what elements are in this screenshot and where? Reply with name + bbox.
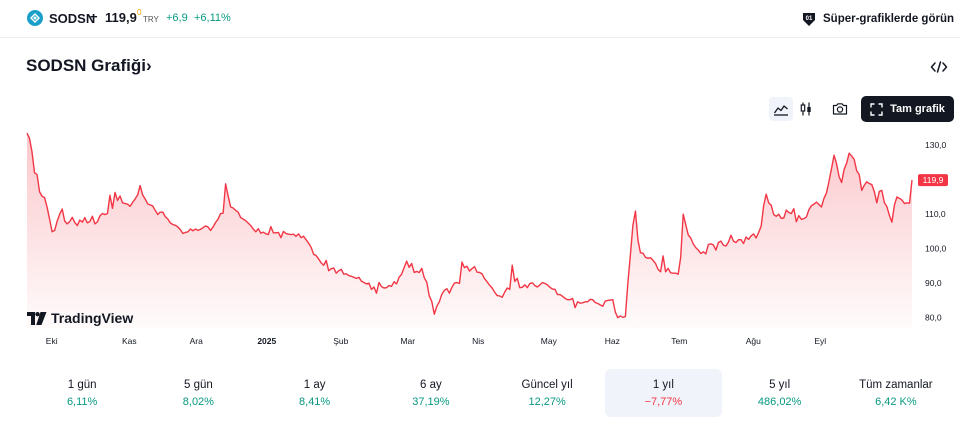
period-change: 486,02%	[757, 395, 802, 408]
area-chart-icon	[773, 105, 788, 116]
period-label: Güncel yıl	[521, 378, 573, 391]
period-label: 1 ay	[303, 378, 326, 391]
full-chart-label: Tam grafik	[890, 103, 945, 115]
period-button[interactable]: 5 yıl 486,02%	[722, 369, 838, 417]
super-charts-button[interactable]: 01 Süper-grafiklerde görün	[801, 9, 954, 29]
period-button[interactable]: Güncel yıl 12,27%	[489, 369, 605, 417]
x-tick-label: Nis	[472, 336, 484, 346]
candlestick-icon	[800, 102, 811, 116]
period-change: −7,77%	[644, 395, 683, 408]
x-tick-label: Ağu	[746, 336, 761, 346]
x-tick-label: Tem	[671, 336, 687, 346]
candles-button[interactable]	[794, 97, 818, 121]
period-button[interactable]: 1 ay 8,41%	[257, 369, 373, 417]
period-label: 5 gün	[183, 378, 213, 391]
fullscreen-icon	[870, 102, 883, 116]
symbol-separator: −	[90, 9, 98, 24]
y-tick-label: 80,0	[925, 313, 942, 323]
period-label: Tüm zamanlar	[859, 378, 933, 391]
y-tick-label: 100,0	[925, 244, 947, 254]
period-label: 5 yıl	[769, 378, 791, 391]
period-change: 37,19%	[412, 395, 450, 408]
last-price-label: 119,9	[923, 175, 944, 185]
price-currency: TRY	[143, 15, 159, 24]
period-label: 1 gün	[67, 378, 97, 391]
full-chart-button[interactable]: Tam grafik	[861, 96, 954, 122]
price-area-fill	[27, 133, 912, 328]
period-change: 8,41%	[299, 395, 331, 408]
period-label: 6 ay	[420, 378, 442, 391]
period-button[interactable]: 1 gün 6,11%	[24, 369, 140, 417]
price-chart[interactable]: 130,0 110,0 100,0 90,0 80,0 Eki Kas Ara 2025 Şub…	[0, 128, 960, 350]
x-tick-label: Kas	[122, 336, 137, 346]
period-change: 12,27%	[528, 395, 566, 408]
period-button[interactable]: Tüm zamanlar 6,42 K%	[838, 369, 954, 417]
area-chart-button[interactable]	[769, 97, 793, 121]
tradingview-logo-icon	[27, 311, 47, 325]
symbol-header: SODSN − 119,9 0 TRY +6,9 +6,11% 01 Süper…	[0, 0, 960, 38]
period-change: 6,11%	[66, 395, 98, 408]
y-tick-label: 110,0	[925, 209, 946, 219]
price-line	[26, 132, 913, 319]
tradingview-logo-text: TradingView	[51, 310, 134, 326]
x-tick-label: 2025	[257, 336, 276, 346]
x-tick-label: Mar	[400, 336, 415, 346]
x-tick-label: Eki	[46, 336, 58, 346]
super-charts-label: Süper-grafiklerde görün	[823, 13, 954, 25]
period-button[interactable]: 5 gün 8,02%	[140, 369, 256, 417]
period-change: 6,42 K%	[875, 395, 917, 408]
svg-text:01: 01	[806, 16, 813, 22]
last-price-tag	[918, 174, 948, 187]
x-tick-label: Eyl	[814, 336, 826, 346]
x-tick-label: May	[541, 336, 558, 346]
x-tick-label: Haz	[605, 336, 620, 346]
embed-code-icon[interactable]	[930, 59, 948, 75]
period-button[interactable]: 6 ay 37,19%	[373, 369, 489, 417]
y-tick-label: 130,0	[925, 140, 947, 150]
x-tick-label: Ara	[190, 336, 204, 346]
tradingview-logo[interactable]: TradingView	[27, 310, 133, 326]
super-charts-icon: 01	[803, 13, 815, 26]
period-button[interactable]: 1 yıl −7,77%	[605, 369, 722, 417]
price-superscript: 0	[137, 8, 142, 17]
price-change: +6,9	[166, 12, 188, 24]
camera-icon	[832, 103, 848, 115]
period-selector: 1 gün 6,11% 5 gün 8,02% 1 ay 8,41% 6 ay 37,19% G…	[24, 369, 954, 417]
snapshot-button[interactable]	[828, 97, 852, 121]
symbol-logo-icon	[27, 10, 43, 26]
y-tick-label: 90,0	[925, 278, 942, 288]
chart-title[interactable]: SODSN Grafiği›	[26, 56, 152, 75]
x-tick-label: Şub	[333, 336, 348, 346]
period-label: 1 yıl	[652, 378, 674, 391]
price-change-percent: +6,11%	[194, 12, 231, 24]
period-change: 8,02%	[182, 395, 214, 408]
symbol-price: 119,9	[105, 10, 137, 25]
symbol-name[interactable]: SODSN	[49, 11, 96, 26]
